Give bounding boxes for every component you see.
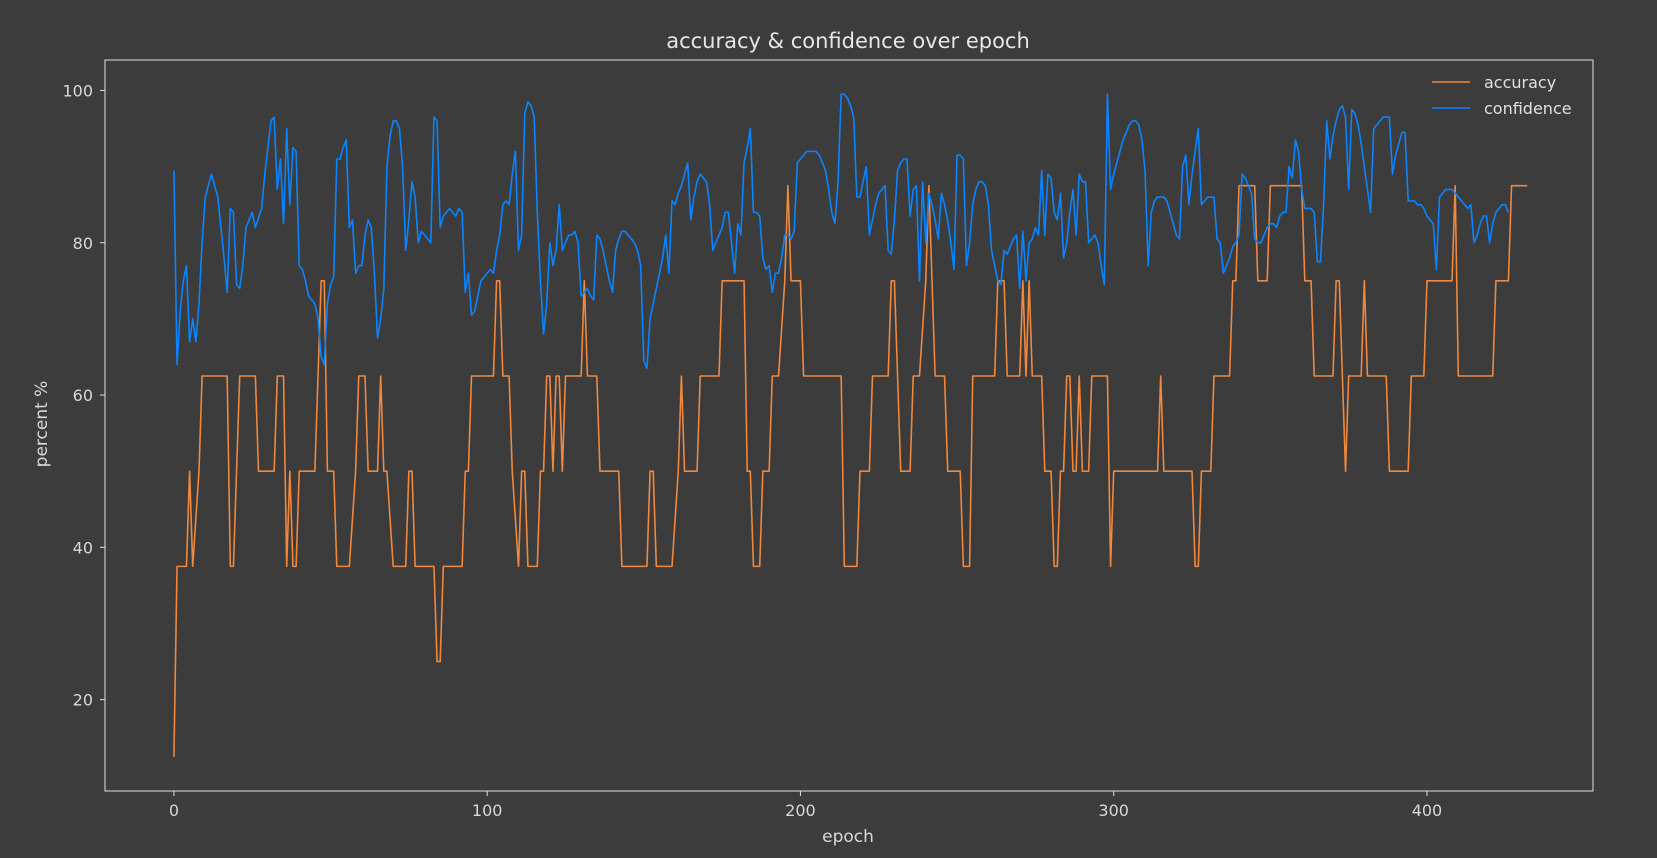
legend-label-confidence: confidence: [1484, 99, 1572, 118]
y-tick-label: 40: [73, 538, 93, 557]
x-tick-label: 300: [1098, 801, 1129, 820]
chart-title: accuracy & confidence over epoch: [666, 29, 1030, 53]
x-tick-label: 400: [1412, 801, 1443, 820]
x-tick-label: 0: [169, 801, 179, 820]
legend-label-accuracy: accuracy: [1484, 73, 1556, 92]
y-tick-label: 20: [73, 691, 93, 710]
y-tick-label: 80: [73, 234, 93, 253]
x-tick-label: 200: [785, 801, 816, 820]
plot-frame: [104, 59, 1594, 792]
legend: accuracy confidence: [1432, 73, 1572, 118]
y-tick-label: 100: [62, 81, 93, 100]
x-axis-label: epoch: [822, 827, 874, 847]
y-axis-ticks: 20 40 60 80 100: [62, 81, 105, 710]
series-line-accuracy: [173, 184, 1528, 757]
series-line-confidence: [173, 93, 1510, 370]
x-axis-ticks: 0 100 200 300 400: [169, 791, 1442, 820]
plot-area: [173, 93, 1528, 757]
y-tick-label: 60: [73, 386, 93, 405]
x-tick-label: 100: [472, 801, 503, 820]
y-axis-label: percent %: [32, 381, 52, 468]
